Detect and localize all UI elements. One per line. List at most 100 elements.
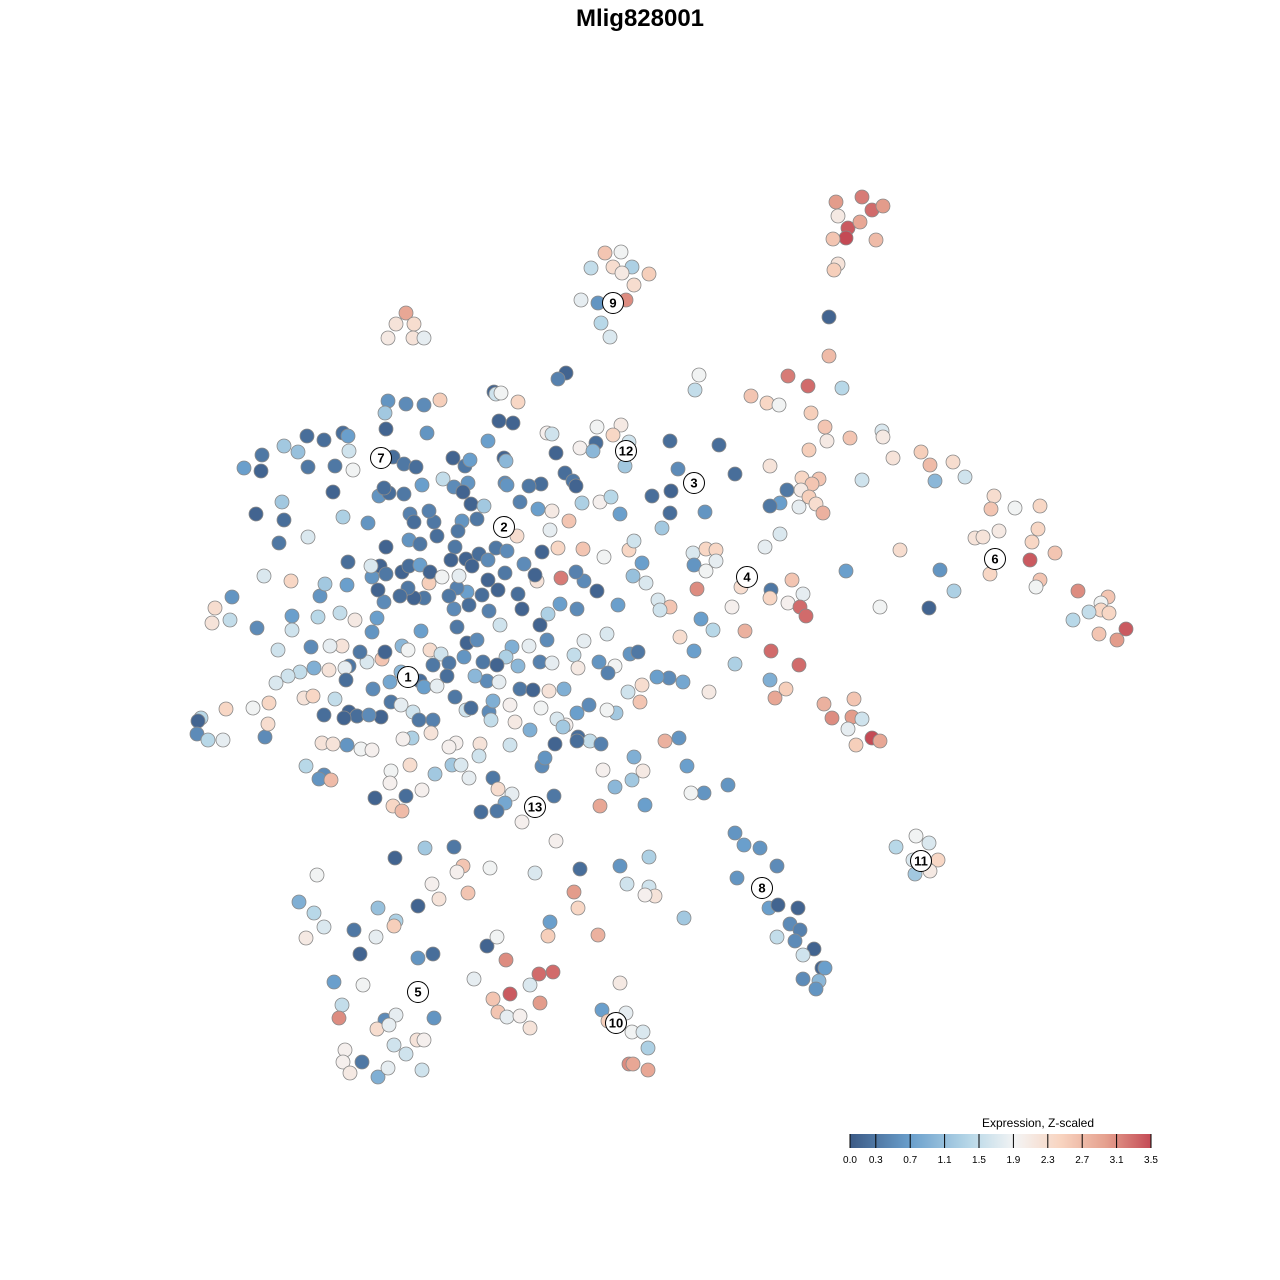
data-point (534, 544, 550, 560)
data-point (339, 737, 355, 753)
data-point (547, 736, 563, 752)
data-point (767, 690, 783, 706)
cluster-label-2: 2 (493, 516, 515, 538)
data-point (632, 694, 648, 710)
data-point (276, 512, 292, 528)
data-point (453, 757, 469, 773)
data-point (708, 553, 724, 569)
data-point (354, 1054, 370, 1070)
data-point (323, 772, 339, 788)
data-point (497, 565, 513, 581)
data-point (435, 471, 451, 487)
data-point (474, 587, 490, 603)
data-point (316, 919, 332, 935)
data-point (779, 482, 795, 498)
data-point (525, 682, 541, 698)
data-point (434, 569, 450, 585)
data-point (697, 504, 713, 520)
cluster-label-text: 9 (609, 296, 616, 311)
data-point (687, 382, 703, 398)
data-point (736, 837, 752, 853)
data-point (1028, 579, 1044, 595)
data-point (432, 392, 448, 408)
data-point (381, 1017, 397, 1033)
data-point (370, 582, 386, 598)
data-point (370, 1069, 386, 1085)
data-point (817, 419, 833, 435)
data-point (416, 679, 432, 695)
data-point (691, 367, 707, 383)
data-point (550, 371, 566, 387)
data-point (376, 480, 392, 496)
data-point (382, 674, 398, 690)
data-point (574, 495, 590, 511)
data-point (449, 619, 465, 635)
cluster-label-9: 9 (602, 292, 624, 314)
data-point (516, 556, 532, 572)
data-point (300, 529, 316, 545)
data-point (514, 601, 530, 617)
data-point (491, 674, 507, 690)
data-point (821, 309, 837, 325)
data-point (365, 681, 381, 697)
data-point (512, 1008, 528, 1024)
data-point (824, 710, 840, 726)
data-point (382, 775, 398, 791)
data-point (620, 684, 636, 700)
data-point (635, 1024, 651, 1040)
data-point (846, 691, 862, 707)
data-point (347, 612, 363, 628)
data-point (466, 971, 482, 987)
data-point (762, 672, 778, 688)
data-point (762, 458, 778, 474)
data-point (686, 643, 702, 659)
data-point (410, 950, 426, 966)
data-point (521, 638, 537, 654)
data-point (840, 721, 856, 737)
data-point (769, 858, 785, 874)
data-point (561, 513, 577, 529)
data-point (569, 705, 585, 721)
data-point (596, 549, 612, 565)
data-point (957, 469, 973, 485)
data-point (463, 700, 479, 716)
data-point (467, 668, 483, 684)
data-point (913, 444, 929, 460)
data-point (791, 657, 807, 673)
data-point (392, 588, 408, 604)
data-point (875, 198, 891, 214)
data-point (888, 839, 904, 855)
data-point (696, 785, 712, 801)
data-point (626, 277, 642, 293)
cluster-label-text: 6 (991, 552, 998, 567)
data-point (605, 427, 621, 443)
data-point (322, 638, 338, 654)
data-point (801, 442, 817, 458)
data-point (414, 477, 430, 493)
data-point (533, 700, 549, 716)
data-point (795, 586, 811, 602)
data-point (921, 600, 937, 616)
data-point (670, 461, 686, 477)
data-point (671, 730, 687, 746)
data-point (772, 526, 788, 542)
data-point (522, 977, 538, 993)
data-point (778, 681, 794, 697)
data-point (396, 486, 412, 502)
data-point (798, 608, 814, 624)
data-point (602, 329, 618, 345)
data-point (573, 292, 589, 308)
data-point (510, 394, 526, 410)
data-point (693, 611, 709, 627)
data-point (641, 266, 657, 282)
data-point (821, 348, 837, 364)
cluster-label-circle (493, 516, 515, 538)
cluster-label-text: 4 (743, 570, 751, 585)
data-point (625, 568, 641, 584)
data-point (377, 644, 393, 660)
data-point (795, 947, 811, 963)
data-point (613, 244, 629, 260)
cluster-label-circle (751, 877, 773, 899)
data-point (630, 644, 646, 660)
data-point (483, 712, 499, 728)
